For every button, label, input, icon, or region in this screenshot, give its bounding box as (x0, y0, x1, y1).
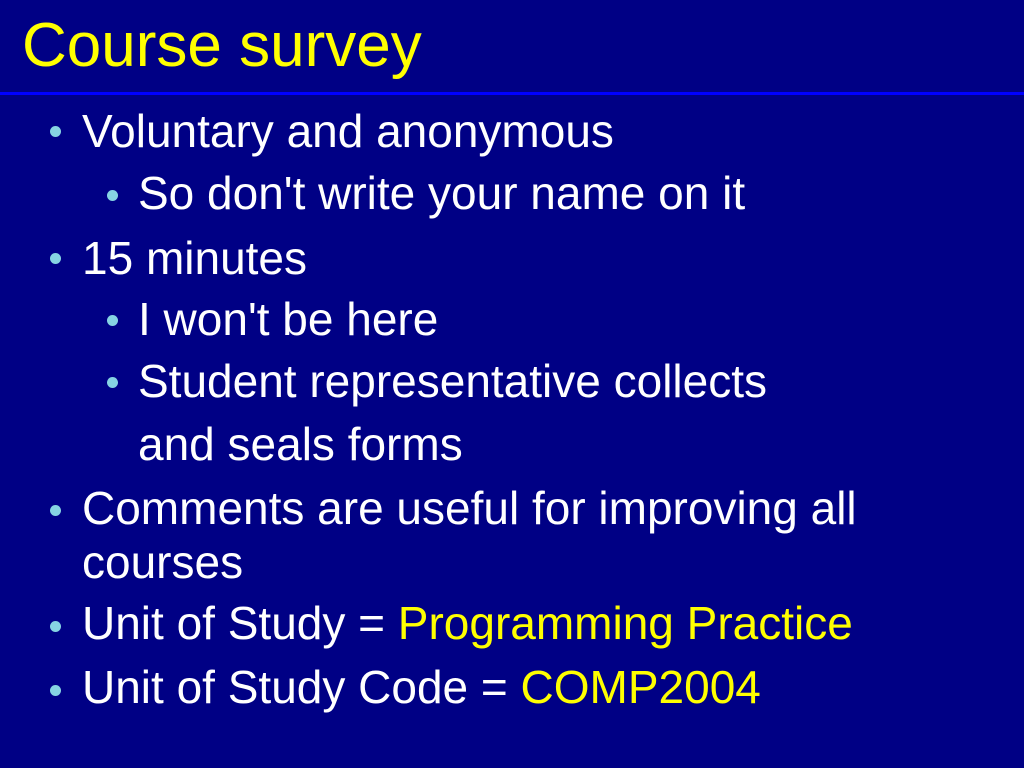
bullet-icon (50, 685, 61, 696)
sub-bullet-text: Student representative collects (138, 355, 768, 407)
unit-code: COMP2004 (520, 661, 761, 713)
unit-label: Unit of Study = (82, 597, 398, 649)
bullet-text: Comments are useful for improving all (82, 482, 857, 534)
bullet-text: 15 minutes (82, 232, 308, 284)
sub-bullet-icon (107, 190, 118, 201)
unit-code-label: Unit of Study Code = (82, 661, 521, 713)
sub-bullet-icon (107, 315, 118, 326)
sub-bullet-continuation: and seals forms (138, 418, 463, 470)
bullet-icon (50, 621, 61, 632)
sub-bullet-icon (107, 377, 118, 388)
bullet-text: Voluntary and anonymous (82, 105, 614, 157)
slide-title: Course survey (22, 11, 422, 80)
bullet-text: Unit of Study Code = COMP2004 (82, 660, 761, 714)
sub-bullet-text: So don't write your name on it (138, 167, 746, 219)
bullet-icon (50, 505, 61, 516)
bullet-icon (50, 126, 61, 137)
unit-name: Programming Practice (397, 597, 853, 649)
sub-bullet-text: I won't be here (138, 293, 439, 345)
bullet-continuation: courses (82, 536, 244, 588)
bullet-text: Unit of Study = Programming Practice (82, 596, 853, 650)
title-divider (0, 92, 1024, 95)
bullet-icon (50, 253, 61, 264)
